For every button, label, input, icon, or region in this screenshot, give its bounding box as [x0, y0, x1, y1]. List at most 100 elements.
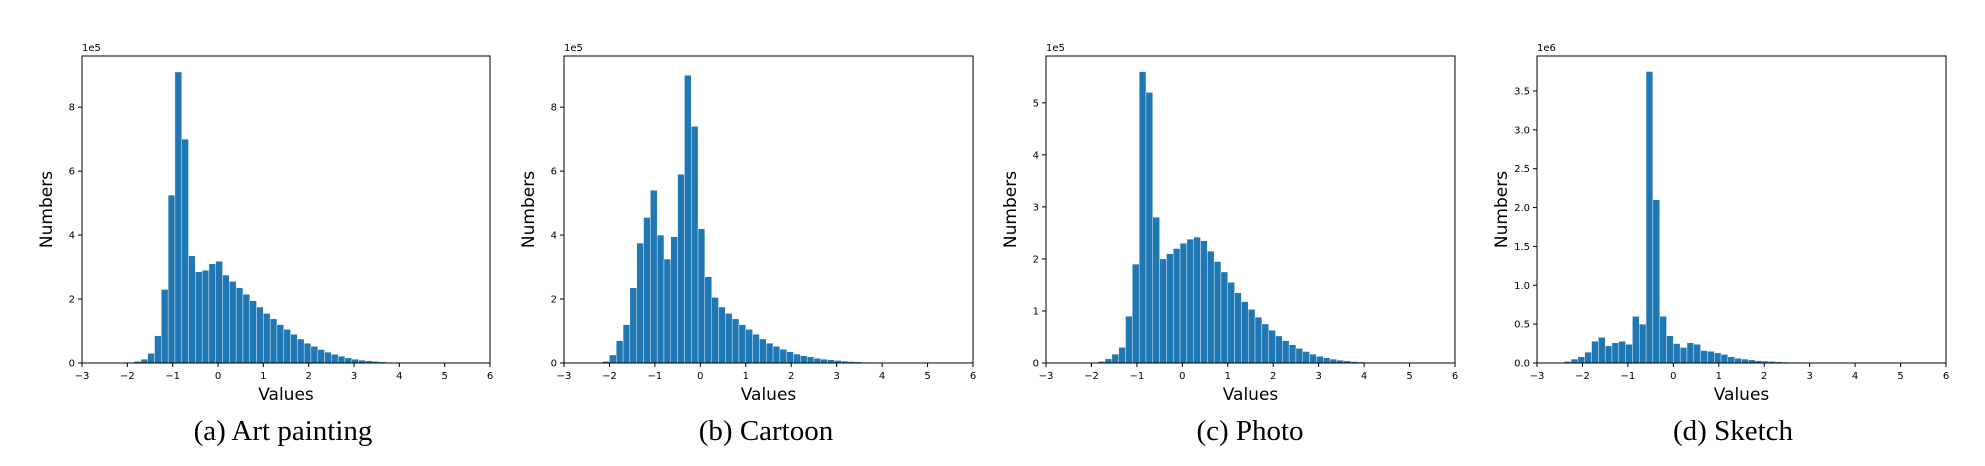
histogram-bar: [820, 358, 828, 364]
histogram-bar: [1200, 240, 1208, 364]
chart-panel-3: −3 −2 −1 0 1 2 3 4 5 6 0 1 2 3 4 5 1e5 Values Numbers (c) P…: [1001, 43, 1458, 447]
y-tick-label: 2: [551, 295, 557, 306]
histogram-bar: [1234, 292, 1242, 364]
y-tick-label: 8: [551, 103, 557, 114]
histogram-bar: [800, 355, 808, 364]
y-tick-label: 1.0: [1514, 281, 1530, 292]
x-tick-label: 3: [1806, 371, 1812, 382]
x-tick-label: −1: [1130, 371, 1145, 382]
x-tick-label: −3: [1039, 371, 1054, 382]
histogram-bar: [1132, 263, 1140, 364]
histogram-bar: [731, 318, 740, 364]
histogram-bar: [1570, 358, 1579, 364]
histogram-bar: [663, 258, 671, 364]
y-tick-label: 6: [551, 167, 557, 178]
histogram-bar: [1159, 258, 1167, 364]
histogram-bar: [140, 358, 148, 364]
histogram-bar: [1282, 340, 1290, 364]
histogram-bar: [752, 334, 760, 364]
x-axis-label: Values: [741, 385, 797, 405]
x-tick-label: −3: [557, 371, 572, 382]
histogram-bar: [779, 349, 787, 364]
histogram-bar: [317, 349, 325, 364]
histogram-bar: [609, 354, 617, 364]
y-tick-label: 2.0: [1514, 203, 1530, 214]
x-tick-label: 1: [1716, 371, 1722, 382]
histogram-bar: [1714, 352, 1722, 364]
x-tick-label: 1: [260, 371, 266, 382]
chart-panel-2: −3 −2 −1 0 1 2 3 4 5 6 0 2 4 6 8 1e5 Values Numbers (b) Ca…: [519, 43, 976, 447]
x-tick-label: 4: [396, 371, 402, 382]
histogram-bar: [691, 126, 699, 364]
histogram-bar: [208, 263, 216, 364]
histogram-bars: [127, 71, 427, 364]
y-axis-label: Numbers: [519, 171, 539, 248]
histogram-bars: [1091, 71, 1392, 364]
y-tick-label: 6: [69, 167, 75, 178]
histogram-bar: [1275, 335, 1283, 364]
histogram-bar: [222, 274, 230, 364]
histogram-bar: [1618, 341, 1626, 364]
histogram-bar: [793, 353, 801, 364]
y-tick-label: 3: [1033, 202, 1039, 213]
histogram-bar: [656, 234, 665, 364]
histogram-bar: [276, 324, 284, 364]
histogram-bar: [1288, 344, 1297, 364]
histogram-bar: [344, 357, 352, 364]
x-tick-label: −2: [1084, 371, 1099, 382]
histogram-bar: [725, 313, 733, 364]
histogram-bar: [704, 276, 712, 364]
y-tick-label: 4: [551, 231, 557, 242]
x-tick-label: −2: [602, 371, 617, 382]
histogram-bar: [1591, 341, 1599, 364]
histogram-bar: [1241, 301, 1249, 364]
y-tick-label: 4: [1033, 150, 1039, 161]
subfigure-caption: (c) Photo: [1196, 415, 1303, 447]
histogram-bar: [229, 281, 237, 364]
histogram-bar: [154, 335, 162, 364]
x-tick-label: 1: [1225, 371, 1231, 382]
x-tick-label: 6: [970, 371, 976, 382]
y-tick-label: 0: [1033, 359, 1039, 370]
x-tick-label: −1: [165, 371, 180, 382]
y-tick-label: 3.0: [1514, 125, 1530, 136]
histogram-bar: [337, 356, 346, 364]
axis-scale-label: 1e5: [1046, 43, 1065, 54]
histogram-bar: [242, 294, 250, 364]
x-tick-label: 5: [1406, 371, 1412, 382]
histogram-bar: [1598, 337, 1606, 364]
histogram-bar: [738, 324, 746, 364]
histogram-bar: [188, 255, 196, 364]
x-tick-label: 0: [1670, 371, 1676, 382]
histogram-bar: [1577, 356, 1585, 364]
histogram-bar: [1611, 342, 1619, 364]
histogram-bar: [643, 217, 651, 364]
histogram-bar: [256, 306, 264, 364]
histogram-bar: [1145, 92, 1153, 364]
histogram-bar: [813, 358, 821, 364]
histogram-bar: [616, 340, 624, 364]
y-tick-label: 5: [1033, 98, 1039, 109]
histogram-bar: [1302, 351, 1310, 364]
histogram-bar: [745, 329, 753, 364]
y-tick-label: 0.0: [1514, 359, 1530, 370]
histogram-bars: [602, 74, 910, 364]
x-tick-label: −1: [648, 371, 663, 382]
histogram-bar: [697, 228, 706, 364]
histogram-bar: [1118, 347, 1126, 364]
histogram-bar: [1207, 250, 1215, 364]
histogram-bar: [1254, 317, 1263, 364]
histogram-bar: [1179, 243, 1188, 364]
y-tick-label: 3.5: [1514, 86, 1530, 97]
plot-frame: [81, 55, 491, 364]
histogram-bar: [249, 300, 257, 364]
histogram-bar: [1666, 335, 1674, 364]
y-tick-label: 1.5: [1514, 242, 1530, 253]
x-tick-label: −3: [1530, 371, 1545, 382]
x-axis-label: Values: [1714, 385, 1770, 405]
histogram-bar: [331, 354, 339, 364]
histogram-bar: [161, 289, 169, 364]
histogram-bar: [1104, 358, 1113, 364]
histogram-bar: [1227, 282, 1235, 364]
histogram-bar: [1639, 323, 1647, 364]
